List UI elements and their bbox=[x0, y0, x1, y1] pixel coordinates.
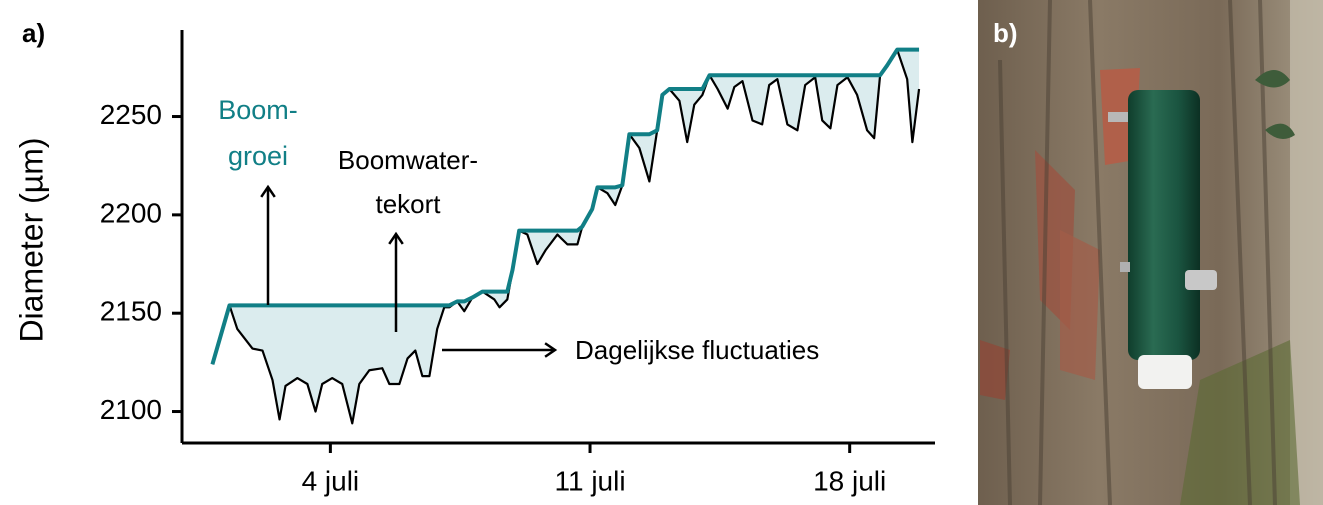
deficit-area bbox=[212, 49, 920, 424]
y-tick-label: 2100 bbox=[100, 394, 162, 425]
ivy bbox=[1255, 70, 1295, 139]
y-axis-label: Diameter (µm) bbox=[13, 137, 49, 342]
annotation: tekort bbox=[375, 189, 441, 219]
y-tick-label: 2200 bbox=[100, 197, 162, 228]
arrow-head bbox=[260, 184, 276, 198]
bark-cracks bbox=[998, 0, 1277, 505]
panel-label: b) bbox=[993, 18, 1018, 48]
panel-label: a) bbox=[22, 18, 45, 48]
bark-patch bbox=[980, 340, 1010, 400]
photo-panel: b) bbox=[978, 0, 1323, 505]
sensor bbox=[1128, 90, 1200, 360]
chart-panel: a) Diameter (µm) 2100 2150 2200 2250 4 juli 1… bbox=[13, 18, 935, 496]
x-tick-label: 18 juli bbox=[813, 465, 886, 496]
x-tick-label: 4 juli bbox=[302, 465, 360, 496]
bolt bbox=[1185, 270, 1217, 290]
arrow-head bbox=[544, 342, 558, 358]
annotation: groei bbox=[228, 141, 288, 171]
annotation: Boomwater- bbox=[338, 145, 478, 175]
background bbox=[1290, 0, 1323, 505]
annotation: Dagelijkse fluctuaties bbox=[575, 335, 819, 365]
y-tick-label: 2250 bbox=[100, 99, 162, 130]
diameter-line bbox=[211, 48, 921, 425]
sensor-cap bbox=[1138, 355, 1192, 389]
arrow-head bbox=[388, 231, 404, 245]
growth-line bbox=[210, 47, 920, 365]
bark-patch bbox=[1060, 230, 1100, 380]
annotation: Boom- bbox=[218, 95, 298, 125]
x-tick-label: 11 juli bbox=[554, 465, 625, 496]
bolt bbox=[1108, 112, 1132, 122]
bolt bbox=[1120, 262, 1130, 272]
y-tick-label: 2150 bbox=[100, 296, 162, 327]
